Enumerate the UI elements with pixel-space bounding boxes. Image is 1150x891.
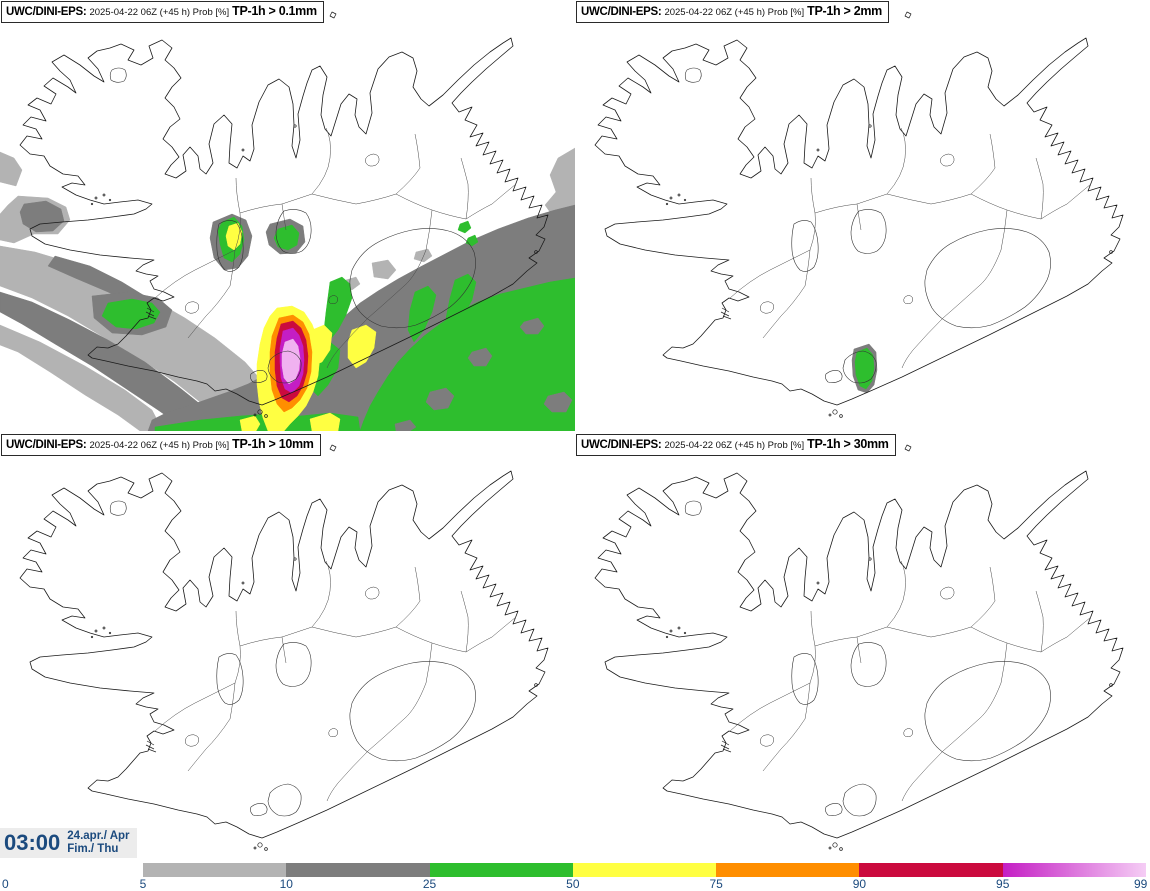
run-meta-label: 2025-04-22 06Z (+45 h) Prob [%] [89, 440, 230, 451]
run-meta-label: 2025-04-22 06Z (+45 h) Prob [%] [664, 440, 805, 451]
forecast-panel-tp-30mm: UWC/DINI-EPS: 2025-04-22 06Z (+45 h) Pro… [575, 433, 1150, 864]
legend-tick-50: 50 [566, 877, 580, 891]
legend-segment-75 [716, 863, 860, 877]
panel-title: UWC/DINI-EPS: 2025-04-22 06Z (+45 h) Pro… [1, 1, 324, 23]
forecast-panel-tp-10mm: UWC/DINI-EPS: 2025-04-22 06Z (+45 h) Pro… [0, 433, 575, 864]
iceland-map [594, 444, 1124, 851]
legend-tick-90: 90 [852, 877, 867, 891]
forecast-panel-tp-2mm: UWC/DINI-EPS: 2025-04-22 06Z (+45 h) Pro… [575, 0, 1150, 431]
probability-legend-ticks: 0 5 10 25 50 75 90 95 99 [0, 877, 1150, 891]
model-label: UWC/DINI-EPS: [6, 439, 87, 451]
threshold-label: TP-1h > 30mm [807, 437, 889, 451]
forecast-panel-tp-0p1mm: UWC/DINI-EPS: 2025-04-22 06Z (+45 h) Pro… [0, 0, 575, 431]
threshold-label: TP-1h > 2mm [807, 4, 882, 18]
valid-date-line2: Fim./ Thu [67, 843, 119, 855]
valid-date: 24.apr./ Apr Fim./ Thu [67, 830, 129, 856]
iceland-map [19, 444, 549, 851]
legend-tick-5: 5 [139, 877, 147, 891]
panel-title: UWC/DINI-EPS: 2025-04-22 06Z (+45 h) Pro… [576, 1, 889, 23]
model-label: UWC/DINI-EPS: [581, 439, 662, 451]
panel-title: UWC/DINI-EPS: 2025-04-22 06Z (+45 h) Pro… [1, 434, 321, 456]
legend-tick-95: 95 [996, 877, 1010, 891]
threshold-label: TP-1h > 10mm [232, 437, 314, 451]
panel-title: UWC/DINI-EPS: 2025-04-22 06Z (+45 h) Pro… [576, 434, 896, 456]
probability-legend-bar [143, 863, 1146, 877]
model-label: UWC/DINI-EPS: [581, 6, 662, 18]
legend-segment-90 [859, 863, 1003, 877]
iceland-map [594, 11, 1124, 418]
legend-segment-10 [286, 863, 430, 877]
legend-segment-5 [143, 863, 287, 877]
legend-tick-25: 25 [422, 877, 437, 891]
legend-tick-99: 99 [1133, 877, 1148, 891]
run-meta-label: 2025-04-22 06Z (+45 h) Prob [%] [664, 7, 805, 18]
model-label: UWC/DINI-EPS: [6, 6, 87, 18]
threshold-label: TP-1h > 0.1mm [232, 4, 317, 18]
valid-time-box: 03:00 24.apr./ Apr Fim./ Thu [0, 828, 137, 858]
legend-segment-25 [429, 863, 573, 877]
legend-tick-10: 10 [279, 877, 293, 891]
run-meta-label: 2025-04-22 06Z (+45 h) Prob [%] [89, 7, 230, 18]
legend-tick-75: 75 [709, 877, 723, 891]
iceland-map [0, 11, 575, 431]
valid-date-line1: 24.apr./ Apr [67, 830, 130, 842]
legend-tick-0: 0 [2, 877, 9, 891]
valid-time: 03:00 [4, 830, 61, 855]
legend-segment-95 [1002, 863, 1146, 877]
legend-segment-50 [572, 863, 717, 877]
